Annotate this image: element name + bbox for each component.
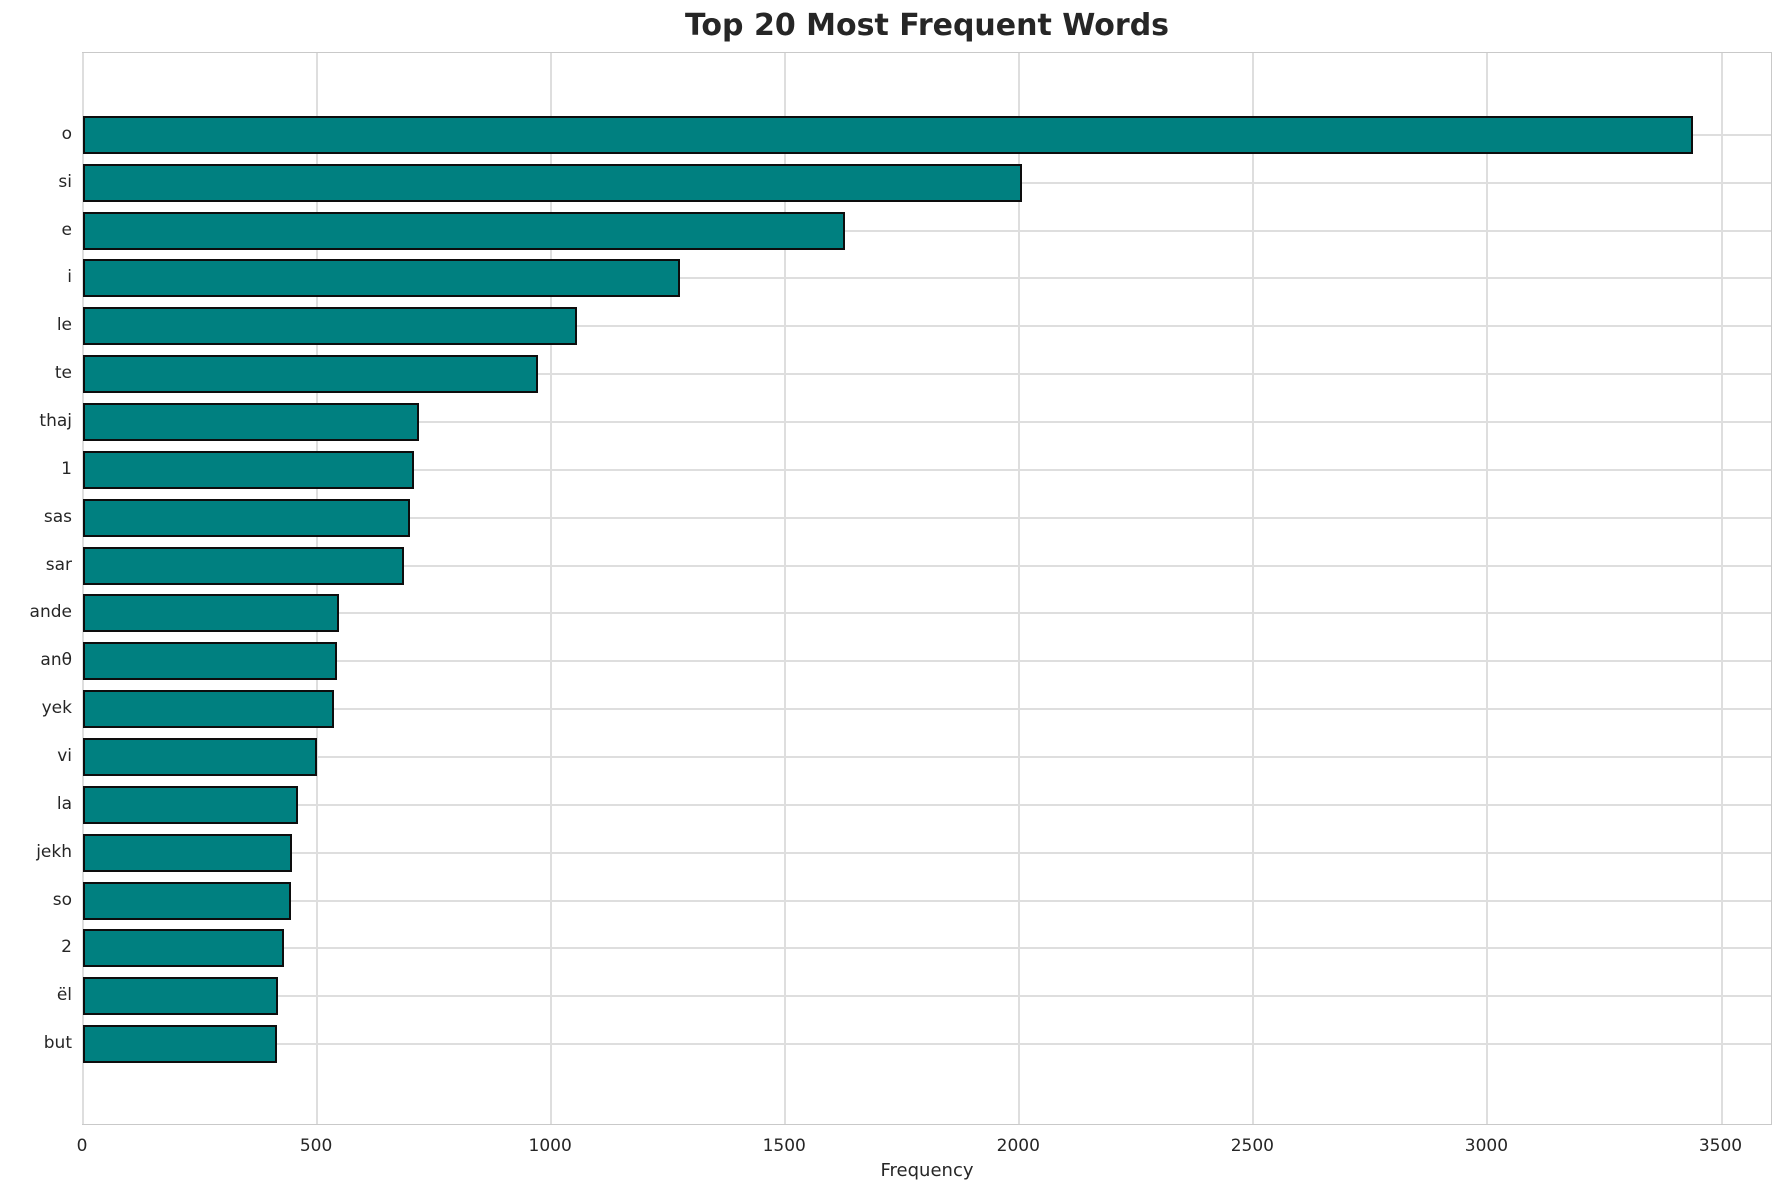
y-gridline xyxy=(83,708,1771,711)
y-tick-label: i xyxy=(67,267,72,288)
y-gridline xyxy=(83,1043,1771,1046)
y-gridline xyxy=(83,564,1771,567)
bar-1 xyxy=(83,451,414,489)
x-tick-label: 2000 xyxy=(996,1136,1040,1156)
x-tick-label: 3500 xyxy=(1698,1136,1743,1156)
y-gridline xyxy=(83,373,1771,376)
bar-sar xyxy=(83,547,404,585)
bar-jekh xyxy=(83,834,292,872)
y-gridline xyxy=(83,995,1771,998)
y-tick-label: le xyxy=(56,315,72,336)
y-gridline xyxy=(83,755,1771,758)
x-gridline xyxy=(1486,53,1489,1124)
x-axis-label: Frequency xyxy=(880,1160,974,1181)
bar-but xyxy=(83,1025,277,1063)
x-gridline xyxy=(1252,53,1255,1124)
bar-i xyxy=(83,259,680,297)
y-tick-label: sar xyxy=(45,554,72,575)
x-tick-label: 3000 xyxy=(1464,1136,1509,1156)
bar-le xyxy=(83,307,577,345)
x-tick-label: 1000 xyxy=(528,1136,572,1156)
y-tick-label: but xyxy=(43,1033,72,1054)
bar-si xyxy=(83,164,1022,202)
y-tick-label: vi xyxy=(57,745,72,766)
y-gridline xyxy=(83,899,1771,902)
bar-ande xyxy=(83,594,339,632)
y-gridline xyxy=(83,660,1771,663)
y-gridline xyxy=(83,612,1771,615)
y-gridline xyxy=(83,803,1771,806)
x-gridline xyxy=(1720,53,1723,1124)
bar-te xyxy=(83,355,538,393)
x-tick-label: 500 xyxy=(299,1136,333,1156)
x-tick-label: 1500 xyxy=(762,1136,806,1156)
bar-ël xyxy=(83,977,278,1015)
bar-o xyxy=(83,116,1693,154)
bar-vi xyxy=(83,738,317,776)
y-tick-label: si xyxy=(58,171,72,192)
y-tick-label: la xyxy=(56,793,72,814)
bar-so xyxy=(83,882,291,920)
x-gridline xyxy=(784,53,787,1124)
y-gridline xyxy=(83,229,1771,232)
bar-thaj xyxy=(83,403,419,441)
x-gridline xyxy=(82,53,84,1124)
y-gridline xyxy=(83,325,1771,328)
x-gridline xyxy=(316,53,319,1124)
y-gridline xyxy=(83,468,1771,471)
y-tick-label: yek xyxy=(41,698,72,719)
y-tick-label: thaj xyxy=(39,411,72,432)
bar-anθ xyxy=(83,642,337,680)
x-tick-label: 0 xyxy=(76,1136,88,1156)
y-tick-label: anθ xyxy=(40,650,72,671)
x-tick-label: 2500 xyxy=(1230,1136,1274,1156)
y-gridline xyxy=(83,516,1771,519)
y-gridline xyxy=(83,421,1771,424)
bar-2 xyxy=(83,929,284,967)
plot-area xyxy=(82,52,1772,1125)
y-tick-label: so xyxy=(52,889,72,910)
x-gridline xyxy=(1018,53,1021,1124)
x-gridline xyxy=(550,53,553,1124)
y-tick-label: 2 xyxy=(61,937,72,958)
y-gridline xyxy=(83,947,1771,950)
y-gridline xyxy=(83,277,1771,280)
bar-e xyxy=(83,212,845,250)
y-tick-label: o xyxy=(61,123,72,144)
y-tick-label: ande xyxy=(29,602,72,623)
y-tick-label: te xyxy=(54,363,72,384)
chart-title: Top 20 Most Frequent Words xyxy=(684,8,1170,43)
y-tick-label: 1 xyxy=(61,458,72,479)
bar-la xyxy=(83,786,298,824)
bar-sas xyxy=(83,499,410,537)
y-tick-label: ël xyxy=(56,985,72,1006)
bar-yek xyxy=(83,690,334,728)
y-gridline xyxy=(83,851,1771,854)
y-tick-label: e xyxy=(61,219,72,240)
y-tick-label: sas xyxy=(43,506,72,527)
y-tick-label: jekh xyxy=(36,841,72,862)
